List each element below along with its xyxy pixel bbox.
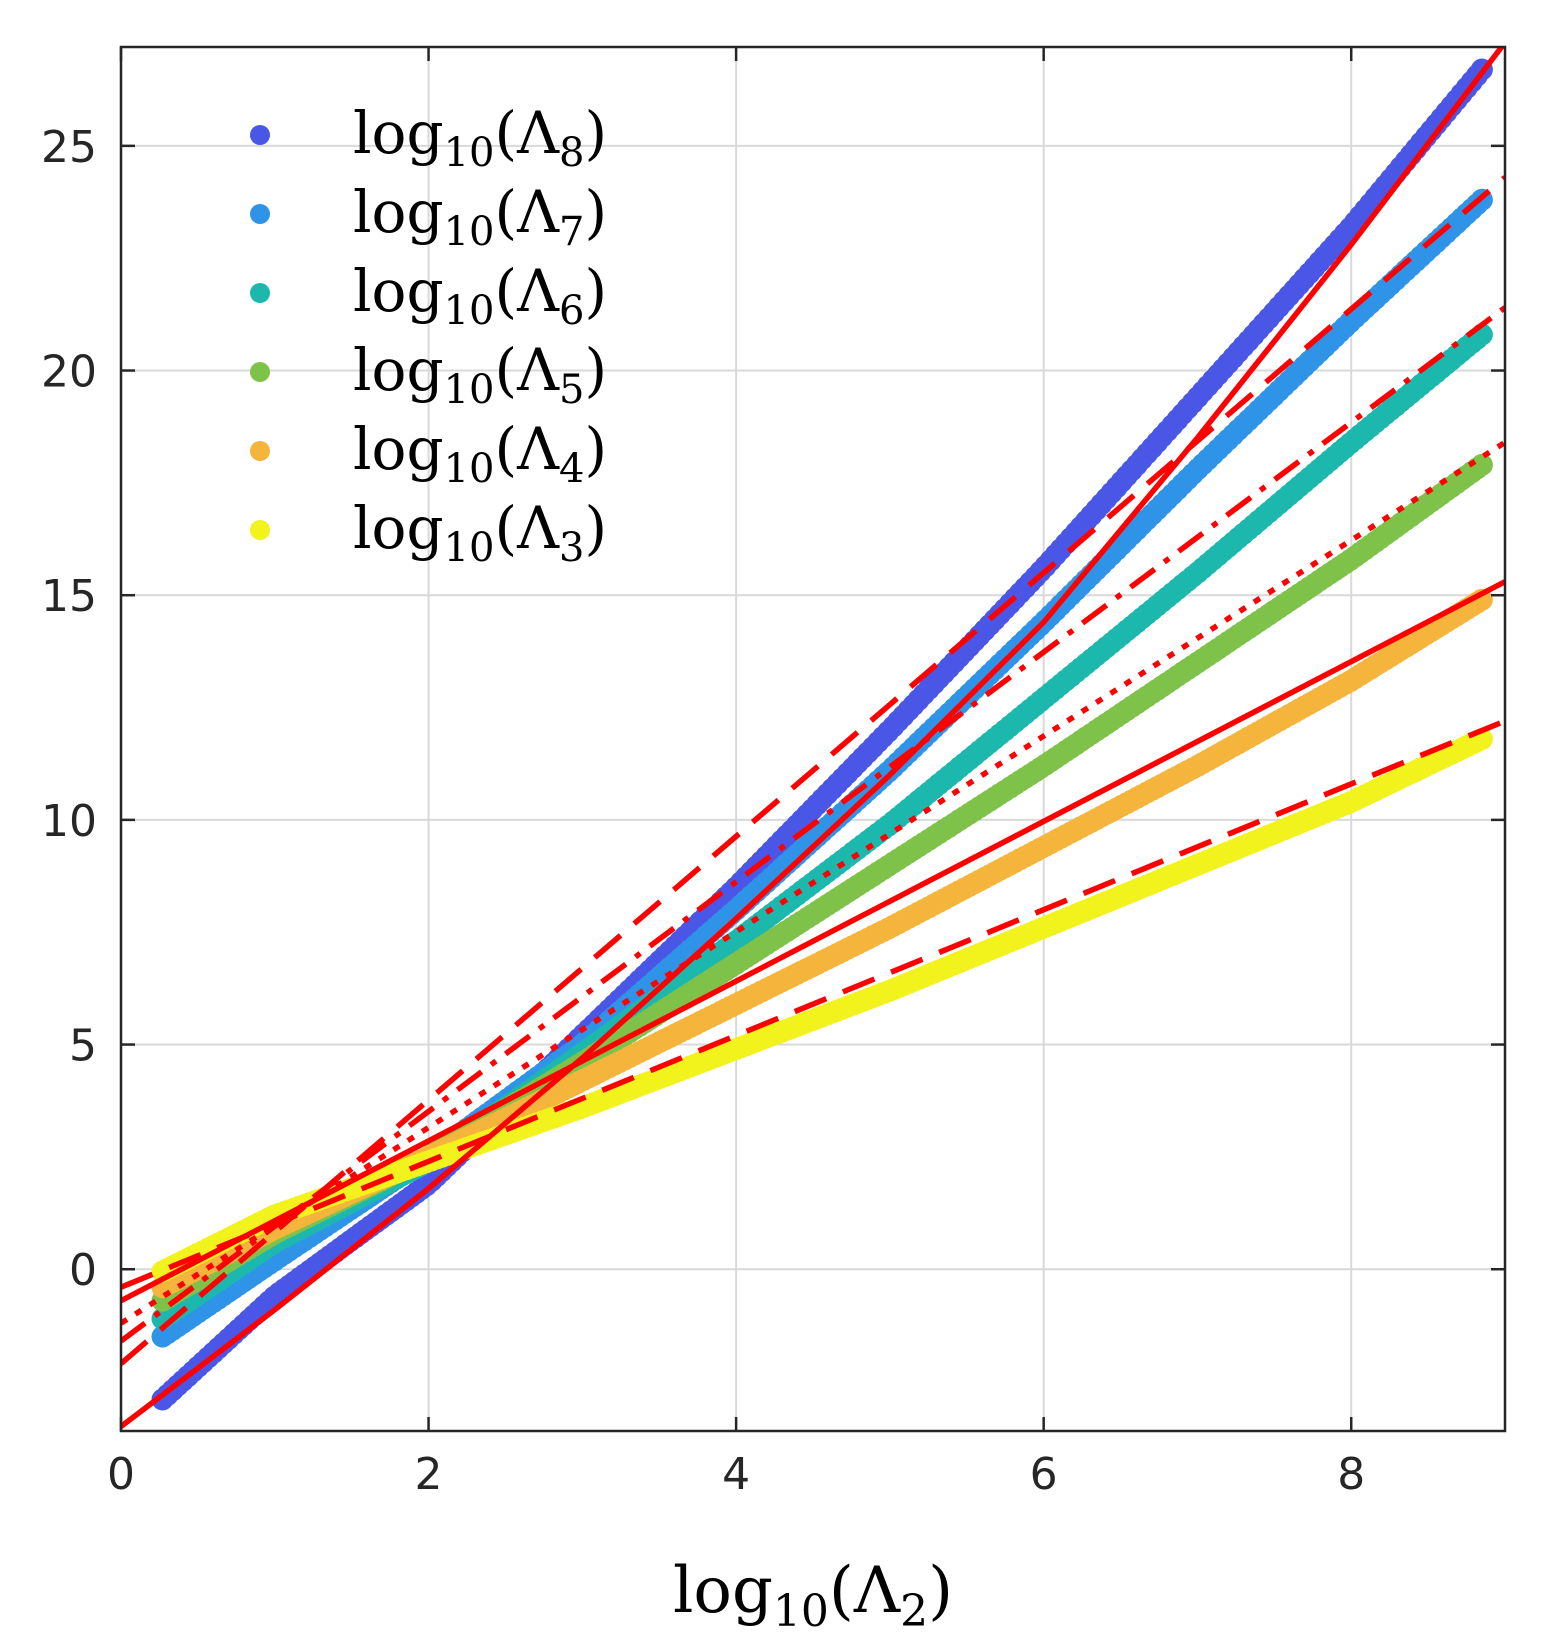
fit-line-5 xyxy=(121,440,1505,1326)
axes-box xyxy=(119,45,1507,1433)
legend-label: log10(Λ6) xyxy=(353,257,607,334)
y-tick-label: 15 xyxy=(41,571,97,622)
legend-item-5: log10(Λ5) xyxy=(250,336,607,413)
fit-line-6 xyxy=(121,305,1505,1344)
x-tick-label: 6 xyxy=(1030,1449,1058,1500)
ticks: 0 2 4 6 8 0 5 10 15 20 25 xyxy=(41,47,1505,1500)
fit-line-4 xyxy=(121,579,1505,1304)
legend-label: log10(Λ5) xyxy=(353,336,607,413)
legend-marker xyxy=(250,362,270,382)
fit-line-7 xyxy=(121,175,1505,1366)
y-tick-label: 25 xyxy=(41,122,97,173)
legend-marker xyxy=(250,204,270,224)
legend-marker xyxy=(250,125,270,145)
y-tick-label: 0 xyxy=(69,1245,97,1296)
legend-item-8: log10(Λ8) xyxy=(250,99,607,176)
legend-label: log10(Λ8) xyxy=(353,99,607,176)
legend-item-4: log10(Λ4) xyxy=(250,415,607,492)
y-tick-label: 10 xyxy=(41,796,97,847)
legend: log10(Λ8)log10(Λ7)log10(Λ6)log10(Λ5)log1… xyxy=(250,99,607,571)
x-tick-label: 4 xyxy=(722,1449,750,1500)
x-tick-label: 0 xyxy=(107,1449,135,1500)
legend-label: log10(Λ3) xyxy=(353,494,607,571)
fit-lines xyxy=(121,47,1505,1429)
legend-marker xyxy=(250,283,270,303)
series-points-6 xyxy=(151,323,1493,1330)
fit-line-8 xyxy=(121,47,1505,1429)
legend-label: log10(Λ4) xyxy=(353,415,607,492)
x-axis-label: log10(Λ2) xyxy=(673,1554,953,1636)
legend-item-7: log10(Λ7) xyxy=(250,178,607,255)
legend-label: log10(Λ7) xyxy=(353,178,607,255)
legend-marker xyxy=(250,441,270,461)
y-tick-label: 20 xyxy=(41,347,97,398)
x-tick-label: 2 xyxy=(415,1449,443,1500)
legend-item-3: log10(Λ3) xyxy=(250,494,607,571)
legend-item-6: log10(Λ6) xyxy=(250,257,607,334)
x-tick-label: 8 xyxy=(1337,1449,1365,1500)
data-point xyxy=(1470,453,1493,476)
y-tick-label: 5 xyxy=(69,1021,97,1072)
legend-marker xyxy=(250,520,270,540)
fit-line-3 xyxy=(121,718,1505,1290)
